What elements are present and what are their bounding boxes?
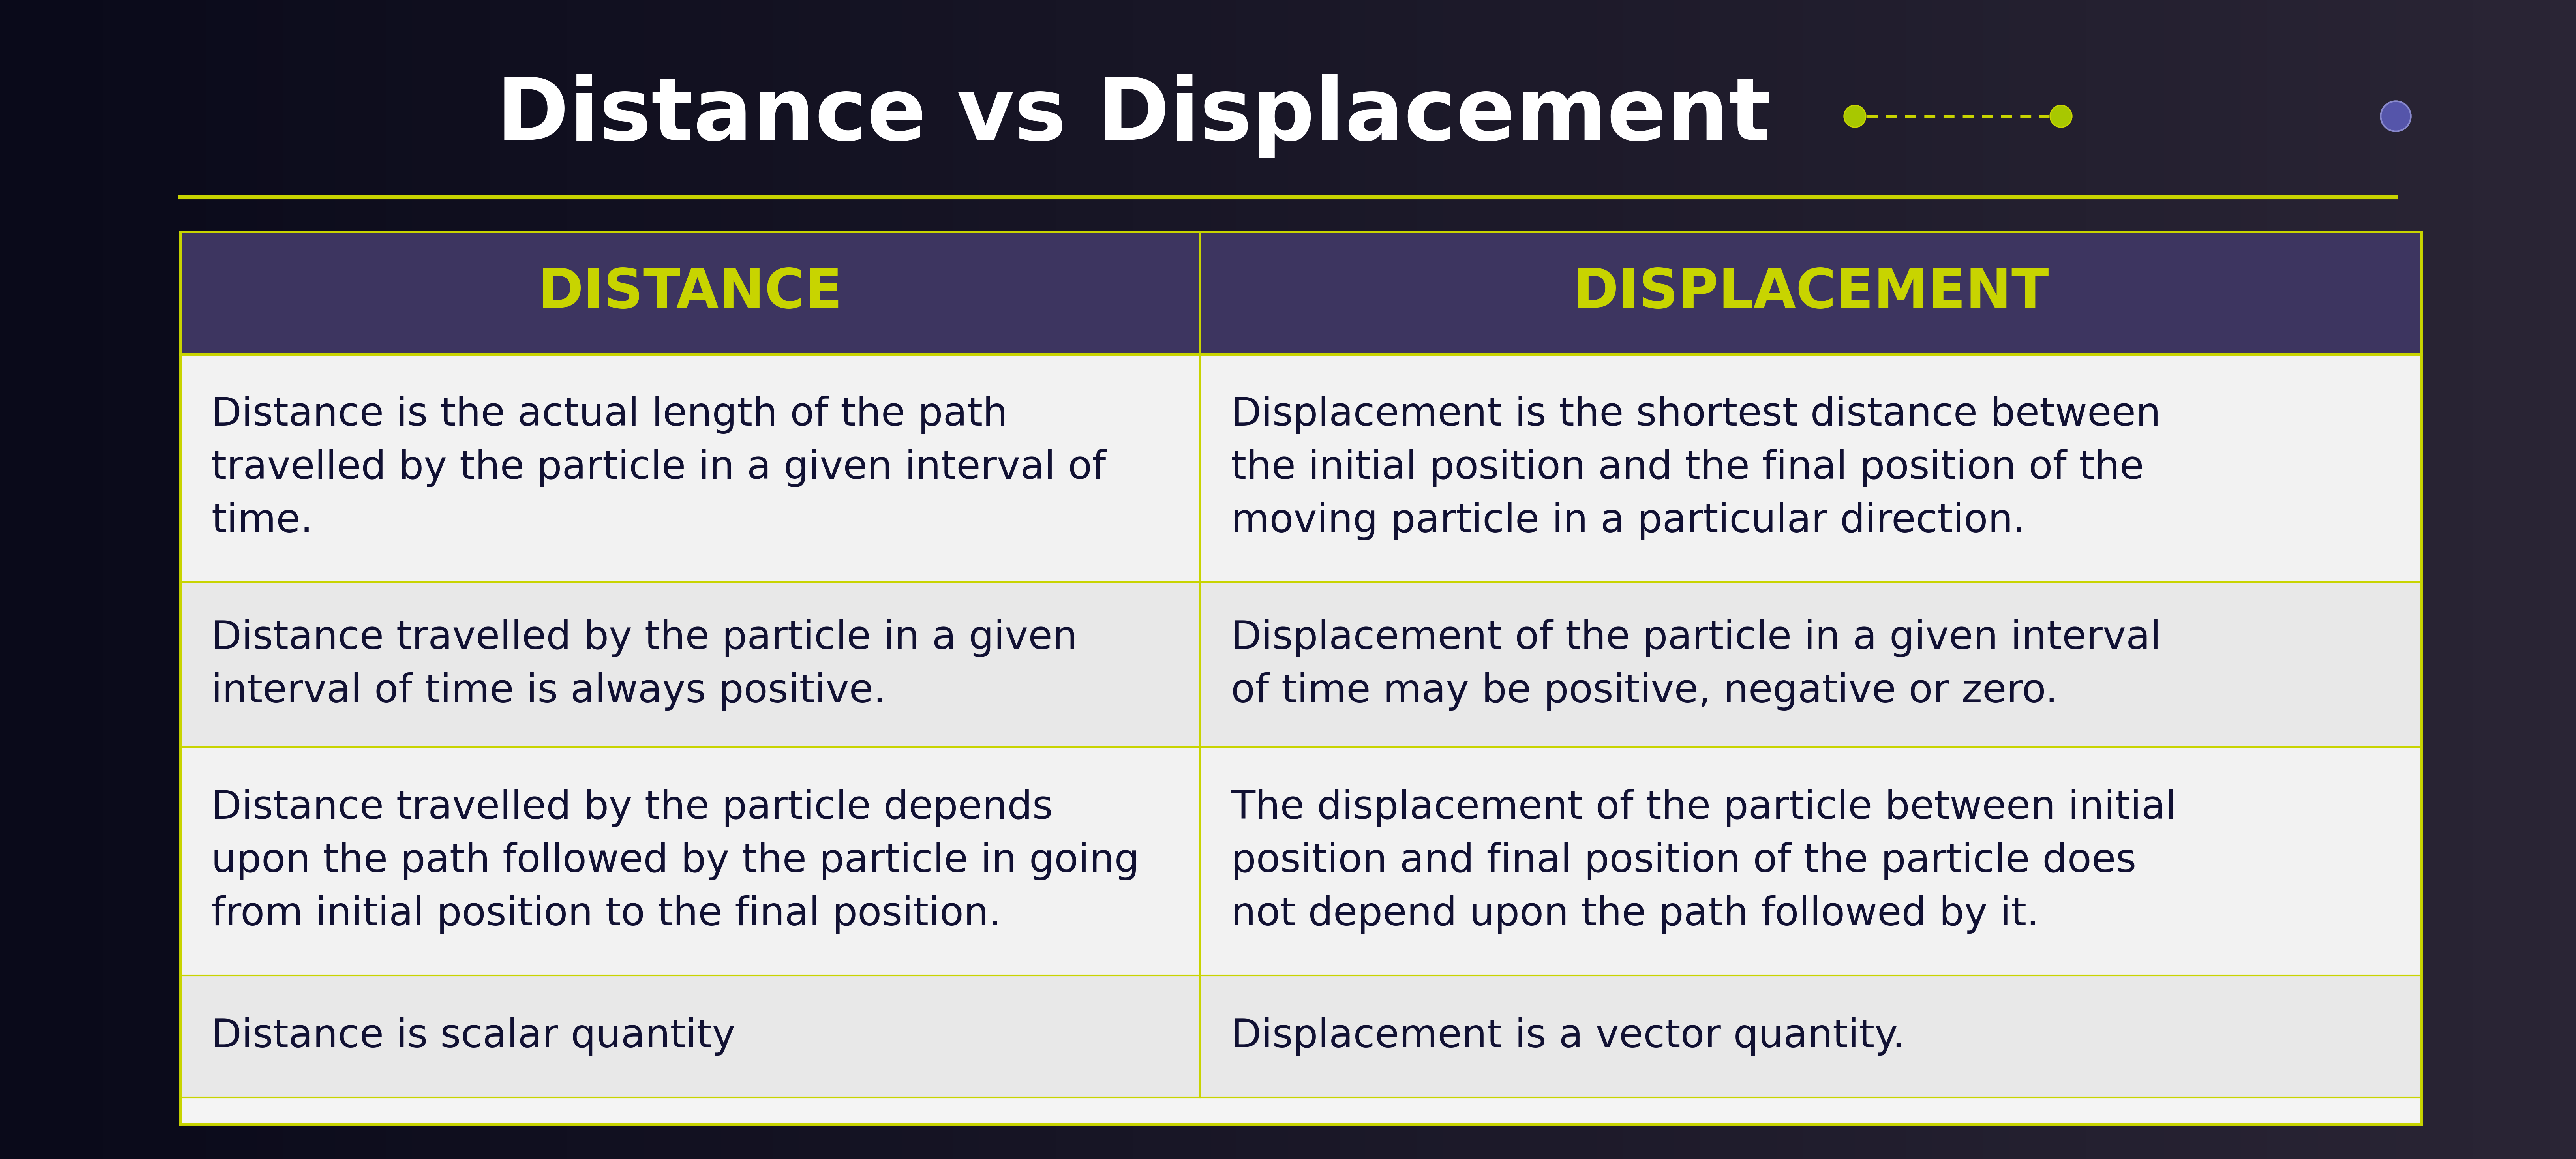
Text: Displacement is the shortest distance between
the initial position and the final: Displacement is the shortest distance be… <box>1231 395 2161 540</box>
Text: Distance is scalar quantity: Distance is scalar quantity <box>211 1018 734 1056</box>
Text: Distance travelled by the particle in a given
interval of time is always positiv: Distance travelled by the particle in a … <box>211 619 1077 710</box>
Text: Displacement of the particle in a given interval
of time may be positive, negati: Displacement of the particle in a given … <box>1231 619 2161 710</box>
Text: The displacement of the particle between initial
position and final position of : The displacement of the particle between… <box>1231 788 2177 933</box>
Text: DISTANCE: DISTANCE <box>538 267 842 320</box>
Bar <box>180 976 2421 1098</box>
Text: Distance vs Displacement: Distance vs Displacement <box>497 74 1770 158</box>
Bar <box>180 746 2421 976</box>
Text: DISPLACEMENT: DISPLACEMENT <box>1574 267 2048 320</box>
Bar <box>180 353 2421 582</box>
Text: Distance travelled by the particle depends
upon the path followed by the particl: Distance travelled by the particle depen… <box>211 788 1139 933</box>
Bar <box>180 582 2421 746</box>
Bar <box>180 232 2421 1124</box>
Text: Distance is the actual length of the path
travelled by the particle in a given i: Distance is the actual length of the pat… <box>211 395 1105 540</box>
Bar <box>180 232 2421 353</box>
Text: Displacement is a vector quantity.: Displacement is a vector quantity. <box>1231 1018 1904 1056</box>
